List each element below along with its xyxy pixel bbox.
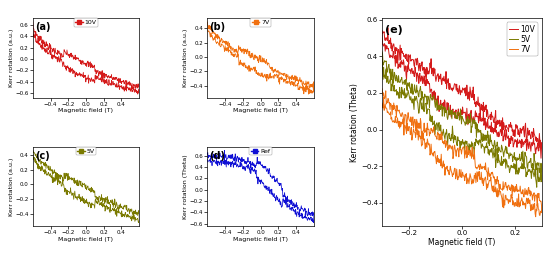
X-axis label: Magnetic field (T): Magnetic field (T): [59, 108, 113, 113]
5V: [461, 120, 468, 123]
X-axis label: Magnetic field (T): Magnetic field (T): [233, 108, 288, 113]
10V: [385, 26, 391, 29]
7V: [509, 203, 516, 206]
10V: [462, 92, 468, 95]
7V: [532, 215, 539, 218]
Y-axis label: Kerr rotation (a.u.): Kerr rotation (a.u.): [183, 29, 189, 87]
5V: [484, 145, 491, 148]
Y-axis label: Kerr rotation (Theta): Kerr rotation (Theta): [351, 83, 359, 162]
Line: 10V: 10V: [382, 28, 542, 158]
Legend: 10V: 10V: [74, 18, 98, 27]
10V: [457, 112, 463, 115]
Legend: Ref: Ref: [249, 147, 272, 155]
7V: [523, 189, 530, 192]
7V: [457, 175, 464, 179]
10V: [538, 156, 544, 160]
5V: [533, 186, 540, 189]
Y-axis label: Kerr rotation (a.u.): Kerr rotation (a.u.): [9, 157, 14, 216]
Text: (d): (d): [210, 151, 225, 161]
7V: [379, 87, 385, 90]
5V: [379, 57, 385, 60]
10V: [436, 74, 443, 77]
Y-axis label: Kerr rotation (Theta): Kerr rotation (Theta): [183, 154, 189, 219]
5V: [435, 106, 442, 109]
Text: (c): (c): [35, 151, 50, 161]
Line: 5V: 5V: [382, 52, 542, 187]
7V: [379, 102, 385, 105]
5V: [457, 146, 464, 149]
7V: [435, 132, 442, 135]
7V: [484, 186, 491, 189]
10V: [379, 31, 385, 34]
10V: [524, 136, 531, 139]
Line: 7V: 7V: [382, 89, 542, 217]
5V: [509, 166, 516, 169]
Text: (b): (b): [210, 22, 226, 32]
10V: [379, 29, 385, 32]
X-axis label: Magnetic field (T): Magnetic field (T): [233, 237, 288, 242]
7V: [461, 148, 468, 151]
5V: [379, 50, 385, 53]
Legend: 10V, 5V, 7V: 10V, 5V, 7V: [507, 22, 538, 56]
X-axis label: Magnetic field (T): Magnetic field (T): [428, 238, 496, 247]
Text: (a): (a): [35, 22, 50, 32]
Y-axis label: Kerr rotation (a.u.): Kerr rotation (a.u.): [9, 29, 14, 87]
5V: [523, 155, 530, 159]
Text: (e): (e): [385, 25, 403, 35]
X-axis label: Magnetic field (T): Magnetic field (T): [59, 237, 113, 242]
10V: [509, 139, 515, 142]
Legend: 5V: 5V: [75, 147, 96, 155]
Legend: 7V: 7V: [250, 18, 271, 27]
10V: [484, 126, 491, 129]
